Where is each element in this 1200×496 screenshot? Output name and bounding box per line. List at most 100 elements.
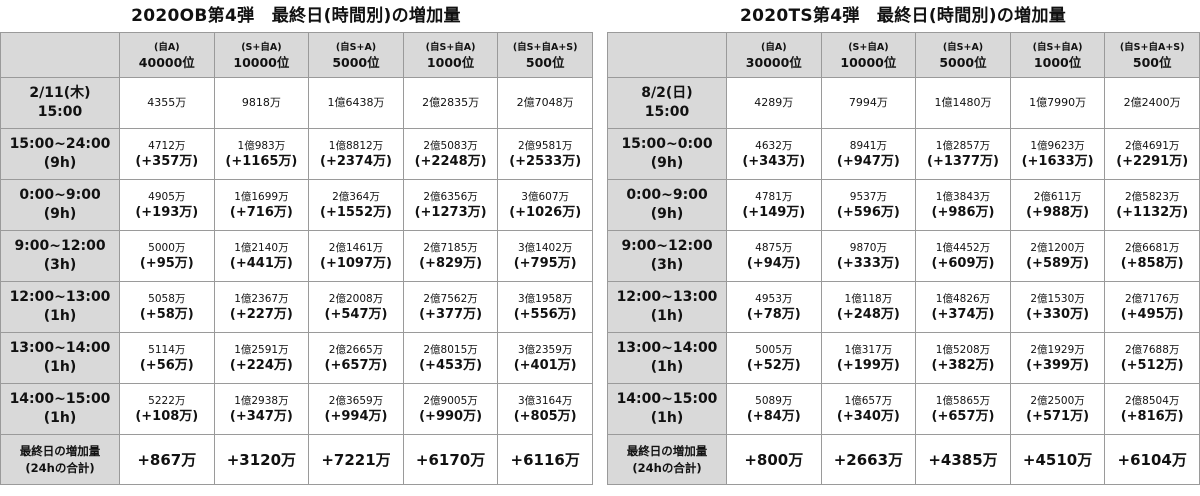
table-row: 8/2(日) 15:00 4289万 7994万 1億1480万 1億7990万 2億240… — [607, 77, 1200, 129]
total-cell: +7221万 — [308, 434, 404, 485]
ts-table: (自A) 30000位 (S+自A) 10000位 (自S+A) 5000位 (自S+… — [607, 32, 1200, 485]
table-row: 15:00~24:00 (9h) 4712万 (+357万) 1億983万 (+1165万… — [0, 128, 593, 180]
total-row: 最終日の増加量 (24hの合計) +867万 +3120万 +7221万 +6170万 +6… — [0, 434, 593, 485]
value-cell: 1億983万 (+1165万) — [213, 128, 310, 180]
value-cell: 2億5823万 (+1132万) — [1104, 179, 1200, 231]
header-cell: (自A) 30000位 — [726, 32, 822, 78]
table-row: 12:00~13:00 (1h) 4953万 (+78万) 1億118万 (+248万) 1… — [607, 281, 1200, 333]
value-cell: 2億2008万 (+547万) — [308, 281, 404, 333]
value-cell: 2億7048万 — [497, 77, 593, 129]
row-label: 12:00~13:00 (1h) — [0, 281, 120, 333]
value-cell: 2億9581万 (+2533万) — [497, 128, 593, 180]
row-label: 2/11(木) 15:00 — [0, 77, 120, 129]
row-label: 0:00~9:00 (9h) — [0, 179, 120, 231]
value-cell: 5089万 (+84万) — [726, 383, 822, 435]
value-cell: 2億4691万 (+2291万) — [1104, 128, 1200, 180]
table-row: 0:00~9:00 (9h) 4781万 (+149万) 9537万 (+596万) 1億3… — [607, 179, 1200, 231]
total-cell: +3120万 — [213, 434, 310, 485]
row-label: 12:00~13:00 (1h) — [607, 281, 727, 333]
row-label: 8/2(日) 15:00 — [607, 77, 727, 129]
total-cell: +867万 — [119, 434, 215, 485]
value-cell: 5000万 (+95万) — [119, 230, 215, 282]
value-cell: 1億4452万 (+609万) — [915, 230, 1011, 282]
header-cell: (S+自A) 10000位 — [213, 32, 310, 78]
value-cell: 4781万 (+149万) — [726, 179, 822, 231]
header-cell: (自S+自A+S) 500位 — [497, 32, 593, 78]
value-cell: 2億8015万 (+453万) — [402, 332, 499, 384]
table-row: 0:00~9:00 (9h) 4905万 (+193万) 1億1699万 (+716万) 2… — [0, 179, 593, 231]
value-cell: 5222万 (+108万) — [119, 383, 215, 435]
header-row: (自A) 40000位 (S+自A) 10000位 (自S+A) 5000位 (自S+… — [0, 32, 593, 78]
value-cell: 4712万 (+357万) — [119, 128, 215, 180]
table-row: 14:00~15:00 (1h) 5089万 (+84万) 1億657万 (+340万) 1… — [607, 383, 1200, 435]
header-cell: (S+自A) 10000位 — [820, 32, 917, 78]
value-cell: 2億2665万 (+657万) — [308, 332, 404, 384]
value-cell: 5114万 (+56万) — [119, 332, 215, 384]
value-cell: 2億3659万 (+994万) — [308, 383, 404, 435]
header-cell: (自S+A) 5000位 — [308, 32, 404, 78]
value-cell: 1億3843万 (+986万) — [915, 179, 1011, 231]
value-cell: 2億1200万 (+589万) — [1009, 230, 1106, 282]
value-cell: 2億7562万 (+377万) — [402, 281, 499, 333]
value-cell: 2億364万 (+1552万) — [308, 179, 404, 231]
total-cell: +4385万 — [915, 434, 1011, 485]
value-cell: 1億2367万 (+227万) — [213, 281, 310, 333]
total-cell: +6116万 — [497, 434, 593, 485]
total-label: 最終日の増加量 (24hの合計) — [607, 434, 727, 485]
value-cell: 4632万 (+343万) — [726, 128, 822, 180]
table-row: 12:00~13:00 (1h) 5058万 (+58万) 1億2367万 (+227万)… — [0, 281, 593, 333]
value-cell: 1億1699万 (+716万) — [213, 179, 310, 231]
value-cell: 1億2140万 (+441万) — [213, 230, 310, 282]
corner-cell — [0, 32, 120, 78]
ob-table-title: 2020OB第4弾 最終日(時間別)の増加量 — [131, 6, 461, 26]
header-row: (自A) 30000位 (S+自A) 10000位 (自S+A) 5000位 (自S+… — [607, 32, 1200, 78]
header-cell: (自S+自A+S) 500位 — [1104, 32, 1200, 78]
ob-table-body: 2/11(木) 15:00 4355万 9818万 1億6438万 2億2835万 2億70… — [0, 77, 593, 485]
total-label: 最終日の増加量 (24hの合計) — [0, 434, 120, 485]
value-cell: 1億5865万 (+657万) — [915, 383, 1011, 435]
total-cell: +800万 — [726, 434, 822, 485]
value-cell: 2億1530万 (+330万) — [1009, 281, 1106, 333]
total-cell: +2663万 — [820, 434, 917, 485]
value-cell: 1億6438万 — [308, 77, 404, 129]
value-cell: 2億2835万 — [402, 77, 499, 129]
value-cell: 3億3164万 (+805万) — [497, 383, 593, 435]
value-cell: 1億657万 (+340万) — [820, 383, 917, 435]
header-cell: (自S+自A) 1000位 — [402, 32, 499, 78]
value-cell: 9537万 (+596万) — [820, 179, 917, 231]
value-cell: 2億7688万 (+512万) — [1104, 332, 1200, 384]
header-cell: (自A) 40000位 — [119, 32, 215, 78]
value-cell: 2億2400万 — [1104, 77, 1200, 129]
table-row: 13:00~14:00 (1h) 5005万 (+52万) 1億317万 (+199万) 1… — [607, 332, 1200, 384]
table-row: 15:00~0:00 (9h) 4632万 (+343万) 8941万 (+947万) 1億… — [607, 128, 1200, 180]
value-cell: 1億317万 (+199万) — [820, 332, 917, 384]
ts-table-title: 2020TS第4弾 最終日(時間別)の増加量 — [739, 6, 1067, 26]
value-cell: 9818万 — [213, 77, 310, 129]
value-cell: 2億5083万 (+2248万) — [402, 128, 499, 180]
value-cell: 1億118万 (+248万) — [820, 281, 917, 333]
ob-panel: 2020OB第4弾 最終日(時間別)の増加量 (自A) 40000位 (S+自A)… — [0, 0, 593, 496]
value-cell: 2億611万 (+988万) — [1009, 179, 1106, 231]
value-cell: 3億607万 (+1026万) — [497, 179, 593, 231]
value-cell: 5058万 (+58万) — [119, 281, 215, 333]
value-cell: 3億1402万 (+795万) — [497, 230, 593, 282]
table-row: 14:00~15:00 (1h) 5222万 (+108万) 1億2938万 (+347万… — [0, 383, 593, 435]
value-cell: 4905万 (+193万) — [119, 179, 215, 231]
value-cell: 7994万 — [820, 77, 917, 129]
row-label: 14:00~15:00 (1h) — [607, 383, 727, 435]
value-cell: 3億1958万 (+556万) — [497, 281, 593, 333]
value-cell: 1億5208万 (+382万) — [915, 332, 1011, 384]
value-cell: 2億8504万 (+816万) — [1104, 383, 1200, 435]
table-row: 13:00~14:00 (1h) 5114万 (+56万) 1億2591万 (+224万)… — [0, 332, 593, 384]
value-cell: 5005万 (+52万) — [726, 332, 822, 384]
total-row: 最終日の増加量 (24hの合計) +800万 +2663万 +4385万 +4510万 +6… — [607, 434, 1200, 485]
table-row: 2/11(木) 15:00 4355万 9818万 1億6438万 2億2835万 2億70… — [0, 77, 593, 129]
value-cell: 8941万 (+947万) — [820, 128, 917, 180]
total-cell: +4510万 — [1009, 434, 1106, 485]
ts-panel: 2020TS第4弾 最終日(時間別)の増加量 (自A) 30000位 (S+自A)… — [607, 0, 1200, 496]
row-label: 14:00~15:00 (1h) — [0, 383, 120, 435]
value-cell: 1億9623万 (+1633万) — [1009, 128, 1106, 180]
value-cell: 4355万 — [119, 77, 215, 129]
total-cell: +6170万 — [402, 434, 499, 485]
table-row: 9:00~12:00 (3h) 5000万 (+95万) 1億2140万 (+441万) 2… — [0, 230, 593, 282]
